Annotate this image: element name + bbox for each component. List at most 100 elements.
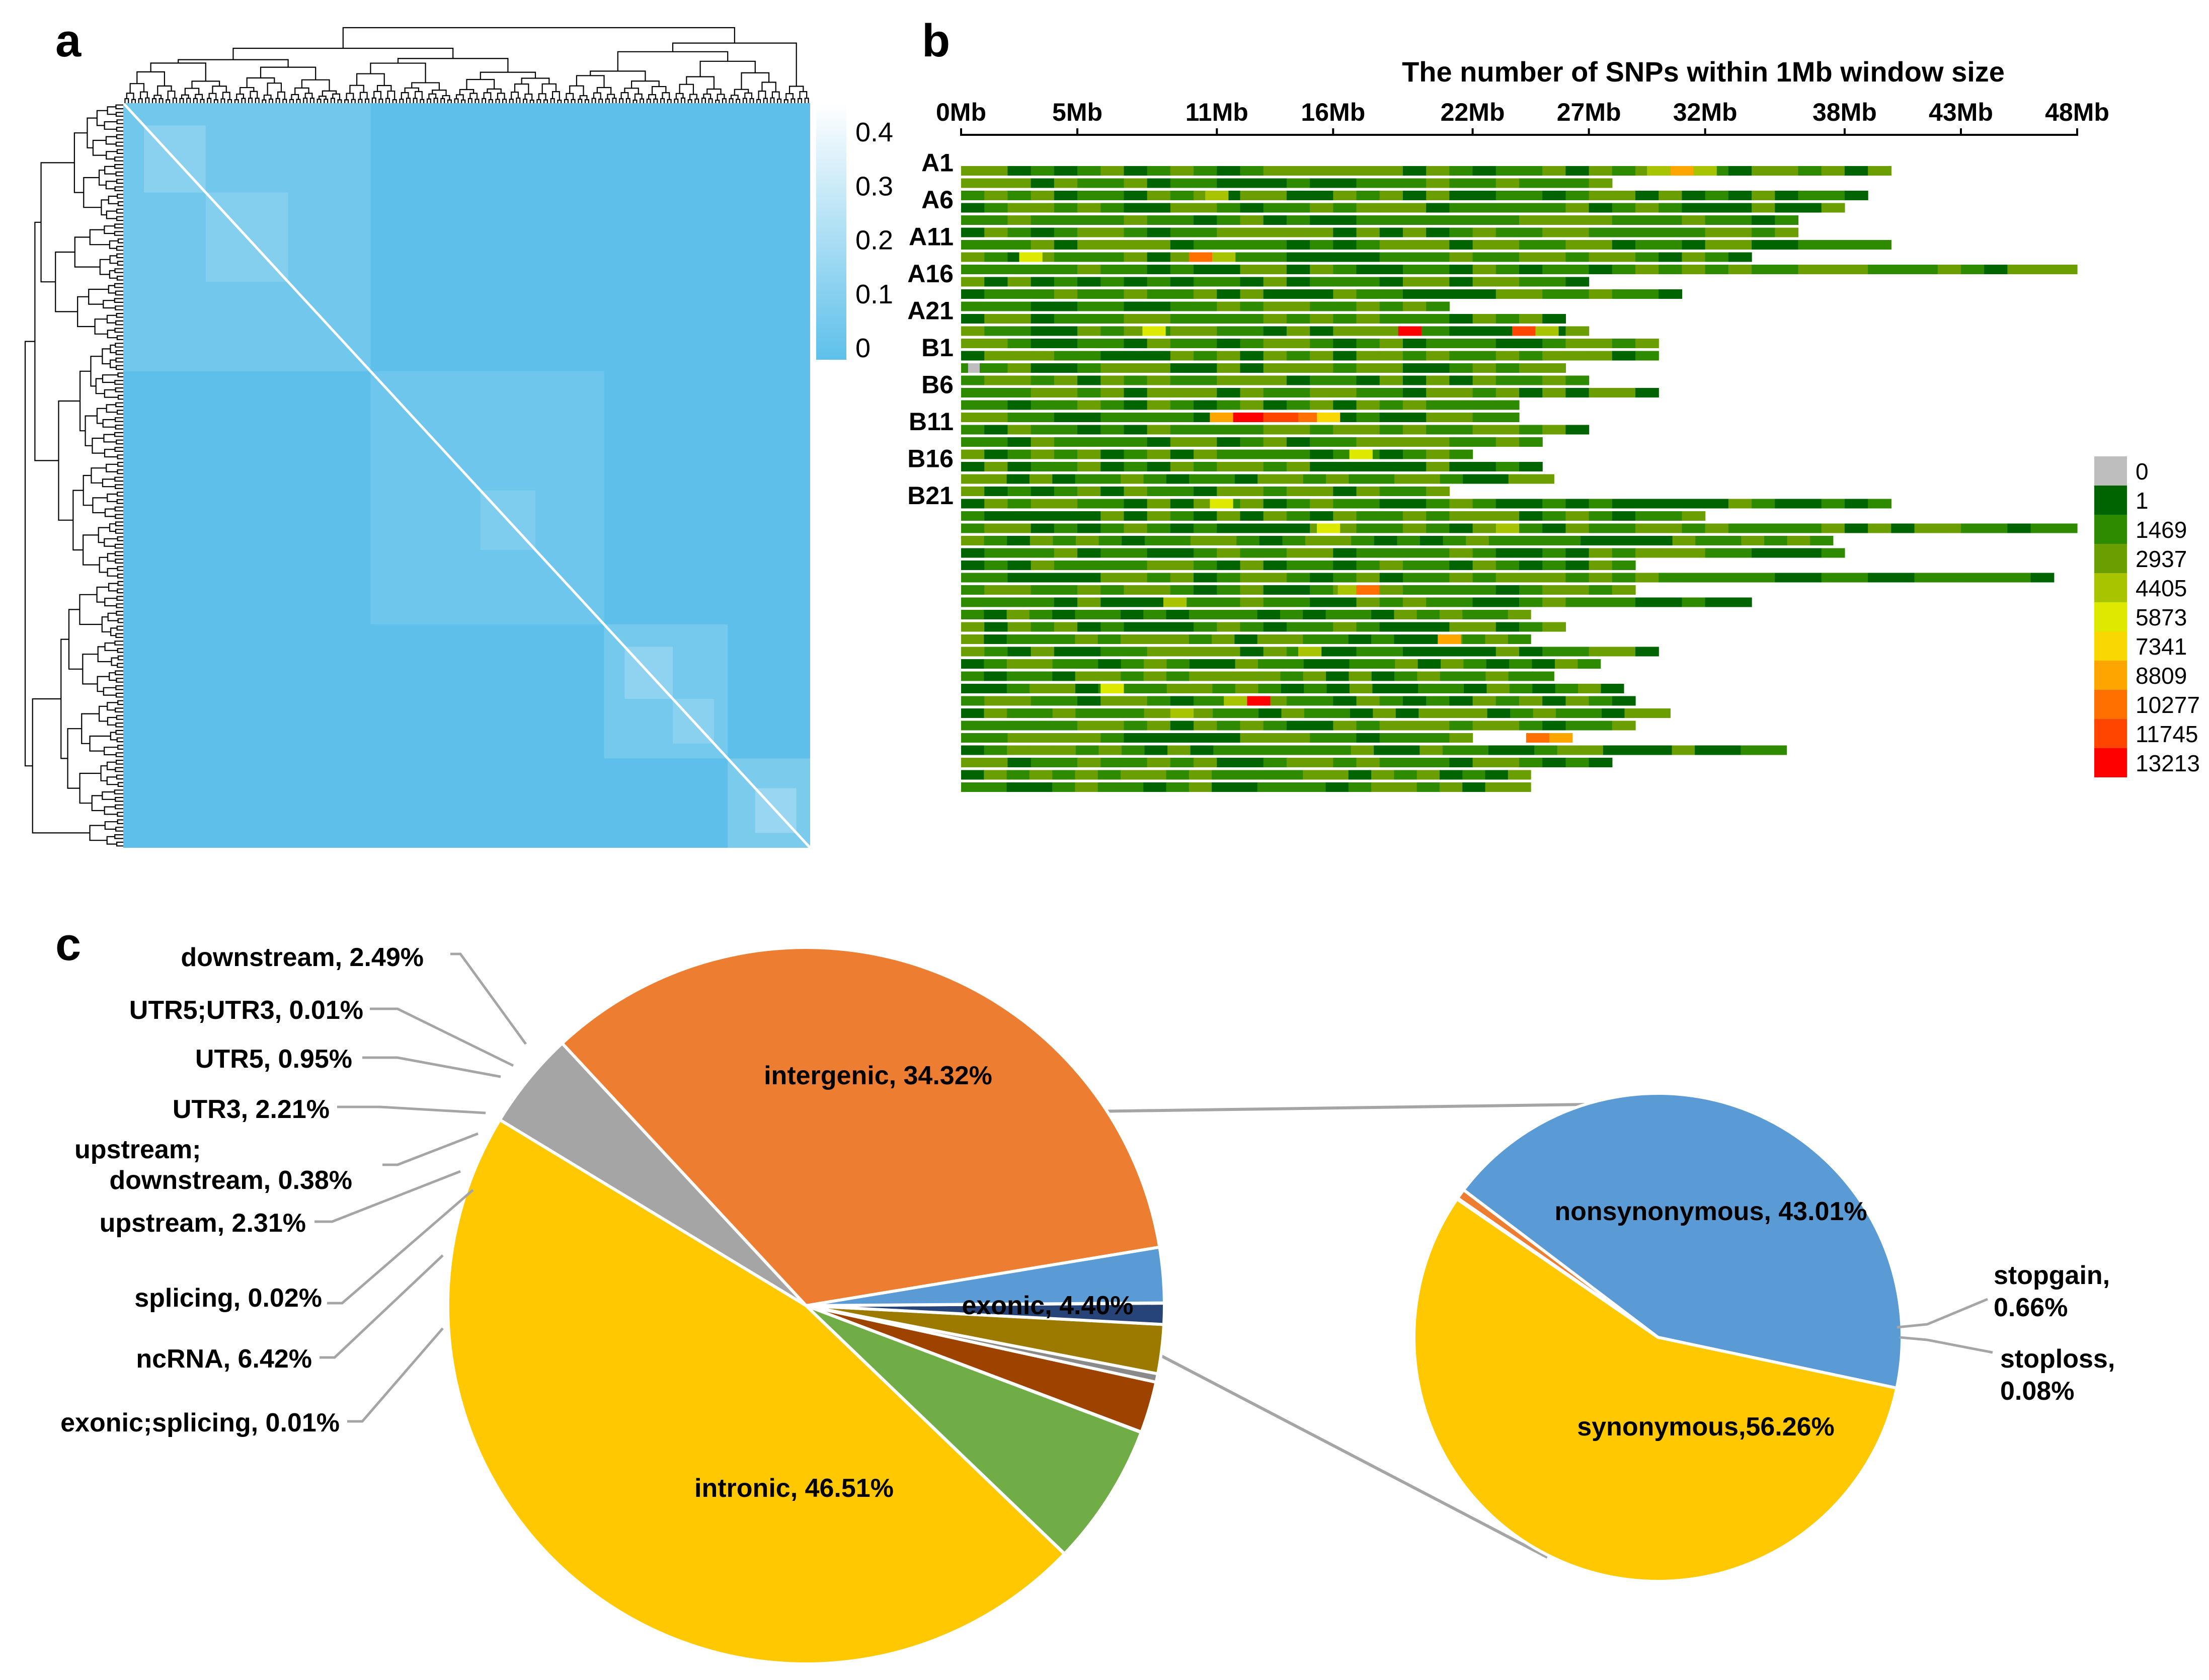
snp-hotspot	[1100, 684, 1124, 693]
snp-window	[1495, 277, 1520, 287]
snp-window	[1426, 277, 1450, 287]
dendrogram-branch	[791, 98, 796, 103]
snp-window	[1775, 215, 1799, 225]
snp-window	[1426, 721, 1450, 731]
snp-window	[1257, 610, 1281, 619]
label-stopgain-line1: stopgain,	[1994, 1261, 2110, 1290]
snp-window	[1395, 659, 1418, 669]
snp-window	[1472, 400, 1496, 410]
snp-window	[1379, 277, 1403, 287]
snp-window	[1565, 548, 1590, 558]
snp-window	[1217, 277, 1241, 287]
dendrogram-branch	[179, 98, 184, 103]
snp-density-panel: The number of SNPs within 1Mb window siz…	[907, 56, 2200, 792]
snp-window	[1212, 659, 1236, 669]
snp-window	[1263, 240, 1287, 250]
snp-window	[1589, 215, 1613, 225]
snp-window	[2030, 573, 2055, 583]
snp-window	[1286, 449, 1310, 459]
snp-window	[1372, 659, 1395, 669]
snp-window	[1170, 227, 1194, 237]
snp-window	[1029, 671, 1053, 681]
snp-window	[1170, 622, 1194, 632]
snp-window	[1356, 733, 1380, 743]
legend-label: 1469	[2136, 517, 2187, 543]
snp-window	[1439, 770, 1463, 780]
snp-window	[1417, 659, 1441, 669]
dendrogram-branch	[89, 735, 111, 752]
snp-window	[1519, 523, 1543, 533]
snp-window	[961, 425, 985, 435]
snp-window	[1379, 425, 1403, 435]
dendrogram-branch	[32, 698, 90, 834]
snp-window	[1031, 351, 1055, 361]
snp-window	[984, 339, 1008, 348]
snp-window	[1031, 265, 1055, 274]
snp-window	[1310, 733, 1333, 743]
dendrogram-branch	[291, 94, 299, 100]
snp-window	[1189, 634, 1212, 644]
snp-window	[1007, 733, 1032, 743]
snp-window	[1542, 351, 1566, 361]
snp-window	[1449, 314, 1473, 324]
snp-window	[1052, 474, 1076, 484]
dendrogram-branch	[124, 98, 129, 103]
snp-window	[1263, 215, 1287, 225]
dendrogram-branch	[115, 425, 123, 430]
chromosome-label: B6	[921, 371, 954, 399]
snp-window	[1190, 708, 1213, 718]
snp-window	[1077, 375, 1101, 385]
snp-window	[1682, 573, 1706, 583]
snp-window	[1217, 437, 1241, 447]
snp-window	[1440, 671, 1463, 681]
snp-window	[1147, 499, 1171, 509]
snp-window	[1510, 708, 1534, 718]
snp-window	[1217, 561, 1241, 570]
snp-window	[1333, 548, 1357, 558]
snp-window	[1240, 339, 1264, 348]
dendrogram-branch	[109, 240, 118, 249]
label-utr3: UTR3, 2.21%	[173, 1095, 330, 1124]
dendrogram-branch	[200, 99, 205, 103]
snp-window	[1122, 536, 1145, 545]
snp-window	[1170, 721, 1194, 731]
snp-window	[1263, 462, 1287, 471]
snp-window	[961, 178, 985, 188]
snp-window	[1397, 536, 1421, 545]
dendrogram-branch	[371, 97, 376, 103]
snp-window	[1194, 548, 1217, 558]
snp-hotspot	[1398, 326, 1422, 336]
snp-window	[1147, 425, 1171, 435]
snp-window	[1333, 622, 1357, 632]
dendrogram-branch	[699, 60, 756, 77]
snp-window	[1194, 375, 1217, 385]
snp-window	[1054, 388, 1078, 397]
snp-window	[1007, 425, 1032, 435]
snp-window	[1124, 499, 1148, 509]
snp-window	[1612, 721, 1636, 731]
snp-window	[1542, 227, 1566, 237]
snp-window	[1054, 203, 1078, 213]
snp-window	[1263, 289, 1287, 299]
snp-window	[1147, 622, 1171, 632]
snp-window	[1356, 400, 1380, 410]
snp-hotspot	[1526, 733, 1550, 743]
snp-window	[1170, 339, 1194, 348]
label-synonymous: synonymous,56.26%	[1577, 1412, 1835, 1442]
snp-window	[1542, 548, 1566, 558]
snp-window	[1007, 363, 1032, 373]
x-axis-tick-label: 43Mb	[1929, 98, 1993, 126]
snp-window	[2030, 265, 2055, 274]
snp-window	[1052, 671, 1076, 681]
snp-window	[1472, 758, 1496, 767]
snp-window	[1077, 203, 1101, 213]
snp-window	[1263, 363, 1287, 373]
snp-window	[1485, 474, 1509, 484]
snp-window	[961, 745, 985, 755]
snp-window	[1263, 647, 1287, 657]
snp-window	[1402, 265, 1427, 274]
dendrogram-branch	[115, 767, 123, 772]
dendrogram-branch	[92, 437, 105, 454]
snp-window	[1190, 684, 1213, 693]
snp-window	[1356, 548, 1380, 558]
